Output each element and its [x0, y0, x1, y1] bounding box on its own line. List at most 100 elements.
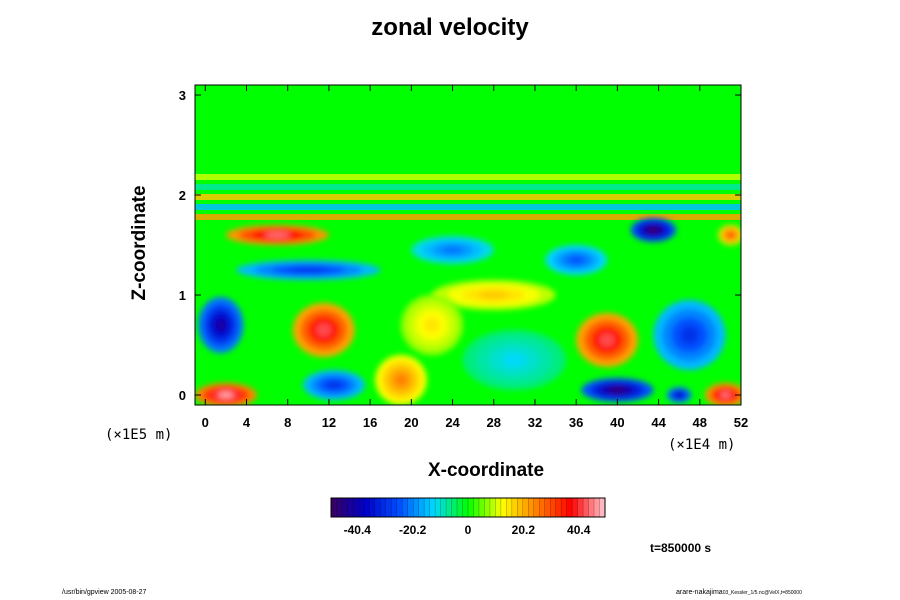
- colorbar-cell: [457, 498, 464, 517]
- footer-right: arare-nakajima03_Kessler_1/5.nc@VelX,t=8…: [676, 589, 802, 596]
- chart-title: zonal velocity: [371, 14, 529, 41]
- field-feature: [545, 245, 608, 275]
- colorbar-cell: [566, 498, 573, 517]
- field-stripe: [195, 184, 741, 190]
- colorbar-cell: [511, 498, 518, 517]
- colorbar-cell: [336, 498, 343, 517]
- colorbar-cell: [347, 498, 354, 517]
- colorbar-cell: [374, 498, 381, 517]
- x-tick-label: 20: [404, 415, 418, 430]
- colorbar-cell: [561, 498, 568, 517]
- y-axis-label: Z-coordinate: [129, 185, 150, 301]
- z-tick-label: 0: [179, 388, 186, 403]
- colorbar-cell: [385, 498, 392, 517]
- field-contour: [424, 317, 440, 333]
- field-contour: [290, 267, 327, 273]
- x-tick-label: 16: [363, 415, 377, 430]
- footer-file: 03_Kessler_1/5.nc@VelX,t=850000: [722, 590, 802, 596]
- colorbar-cell: [440, 498, 447, 517]
- colorbar-cell: [555, 498, 562, 517]
- heatmap-field: [195, 85, 741, 405]
- colorbar-cell: [577, 498, 584, 517]
- colorbar-cell: [500, 498, 507, 517]
- footer-user: arare-nakajima: [676, 589, 723, 596]
- field-contour: [501, 352, 528, 368]
- colorbar: -40.4 -20.2 0 20.2 40.4: [330, 497, 606, 537]
- x-tick-label: 28: [487, 415, 501, 430]
- field-contour: [316, 323, 332, 337]
- field-contour: [478, 291, 510, 299]
- colorbar-cell: [522, 498, 529, 517]
- colorbar-tick-label: 20.2: [512, 523, 536, 537]
- colorbar-cell: [380, 498, 387, 517]
- z-tick-label: 3: [179, 88, 186, 103]
- field-feature: [630, 218, 677, 242]
- colorbar-cell: [462, 498, 469, 517]
- field-contour: [727, 232, 734, 238]
- colorbar-cell: [391, 498, 398, 517]
- colorbar-frame: [330, 497, 606, 518]
- colorbar-cell: [473, 498, 480, 517]
- x-axis-label: X-coordinate: [427, 460, 545, 481]
- field-stripe: [195, 214, 741, 220]
- colorbar-cell: [539, 498, 546, 517]
- colorbar-cell: [363, 498, 370, 517]
- x-tick-label: 52: [734, 415, 748, 430]
- colorbar-cell: [506, 498, 513, 517]
- x-tick-label: 4: [243, 415, 251, 430]
- field-contour: [647, 227, 660, 233]
- x-tick-label: 44: [651, 415, 666, 430]
- field-feature: [576, 313, 638, 367]
- colorbar-cell: [331, 498, 337, 517]
- field-stripe: [195, 204, 741, 210]
- time-label: t=850000 s: [650, 541, 712, 555]
- field-feature: [236, 260, 381, 280]
- colorbar-cell: [407, 498, 414, 517]
- colorbar-tick-label: 0: [465, 523, 472, 537]
- colorbar-cell: [588, 498, 595, 517]
- field-contour: [608, 387, 627, 393]
- x-tick-label: 32: [528, 415, 542, 430]
- colorbar-cell: [468, 498, 474, 517]
- colorbar-cell: [533, 498, 540, 517]
- x-tick-label: 48: [693, 415, 707, 430]
- x-tick-label: 24: [445, 415, 460, 430]
- colorbar-cell: [484, 498, 491, 517]
- colorbar-cell: [396, 498, 403, 517]
- field-feature: [198, 297, 244, 353]
- field-stripe: [195, 194, 741, 200]
- field-contour: [568, 256, 584, 264]
- colorbar-cell: [528, 498, 535, 517]
- field-feature: [431, 280, 556, 310]
- field-feature: [581, 378, 654, 402]
- colorbar-cell: [446, 498, 453, 517]
- z-axis: 0 1 2 3: [179, 88, 741, 403]
- field-stripe: [195, 174, 741, 180]
- footer-left: /usr/bin/gpview 2005-08-27: [62, 589, 147, 596]
- colorbar-cell: [358, 498, 365, 517]
- colorbar-cell: [352, 498, 359, 517]
- field-feature: [718, 225, 741, 245]
- colorbar-cell: [435, 498, 442, 517]
- field-contour: [720, 392, 731, 398]
- field-contour: [442, 246, 463, 254]
- colorbar-tick-label: -40.4: [344, 523, 372, 537]
- field-contour: [218, 392, 234, 398]
- colorbar-cell: [550, 498, 557, 517]
- colorbar-cell: [544, 498, 551, 517]
- colorbar-cell: [572, 498, 579, 517]
- z-tick-label: 2: [179, 188, 186, 203]
- colorbar-cell: [478, 498, 485, 517]
- field-feature: [462, 330, 566, 390]
- colorbar-cell: [599, 498, 606, 517]
- x-tick-label: 0: [202, 415, 209, 430]
- field-contour: [264, 232, 291, 238]
- x-tick-label: 8: [284, 415, 291, 430]
- z-tick-label: 1: [179, 288, 186, 303]
- field-contour: [215, 318, 227, 332]
- field-feature: [653, 300, 726, 370]
- colorbar-cell: [517, 498, 524, 517]
- colorbar-cell: [418, 498, 425, 517]
- field-contour: [599, 333, 615, 347]
